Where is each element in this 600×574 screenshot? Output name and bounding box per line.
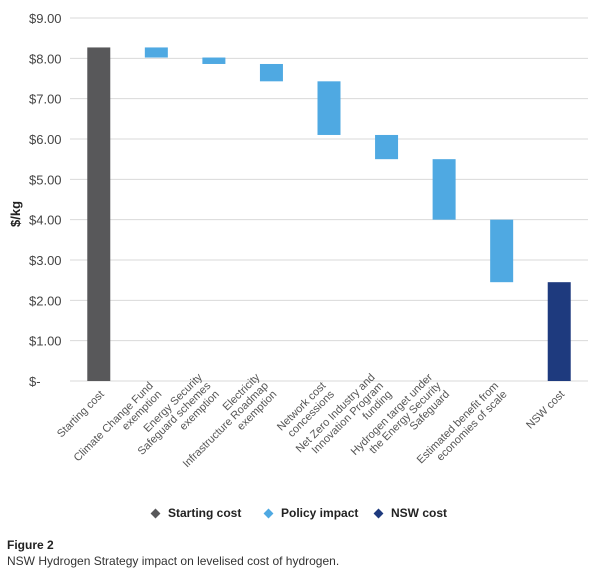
x-tick-label-line: NSW cost [524, 388, 567, 431]
y-tick-label: $4.00 [29, 213, 62, 228]
x-tick-label: NSW cost [524, 388, 567, 431]
y-tick-label: $9.00 [29, 11, 62, 26]
bar-starting-cost [87, 47, 111, 382]
y-tick-label: $1.00 [29, 334, 62, 349]
y-tick-label: $5.00 [29, 172, 62, 187]
y-tick-label: $7.00 [29, 92, 62, 107]
legend: Starting cost Policy impact NSW cost [0, 506, 600, 526]
legend-item-nsw-cost: NSW cost [373, 506, 448, 520]
legend-marker-starting-cost [150, 508, 161, 518]
y-tick-label: $8.00 [29, 51, 62, 66]
bars [87, 47, 571, 382]
y-axis-label: $/kg [8, 201, 23, 227]
bar-network-cost-concessions [317, 81, 341, 135]
legend-marker-policy-impact [263, 508, 274, 518]
y-axis: $- $1.00 $2.00 $3.00 $4.00 $5.00 $6.00 $7.00 $8.… [29, 11, 62, 389]
y-tick-label: $3.00 [29, 253, 62, 268]
grid-layer [70, 17, 588, 382]
bar-hydrogen-target-under-the-energy-security-safeguard [432, 159, 456, 220]
bar-nsw-cost [547, 282, 571, 381]
legend-label: NSW cost [391, 506, 448, 520]
y-tick-label: $6.00 [29, 132, 62, 147]
legend-item-policy-impact: Policy impact [263, 506, 359, 520]
waterfall-chart: $- $1.00 $2.00 $3.00 $4.00 $5.00 $6.00 $7.00 $8.… [8, 11, 588, 470]
bar-electricity-infrastructure-roadmap-exemption [259, 63, 283, 82]
figure-number: Figure 2 [7, 538, 54, 552]
y-tick-label: $2.00 [29, 293, 62, 308]
bar-climate-change-fund-exemption [144, 47, 168, 58]
figure-description: NSW Hydrogen Strategy impact on levelise… [7, 554, 340, 568]
y-tick-label: $- [29, 374, 41, 389]
legend-label: Starting cost [168, 506, 242, 520]
bar-estimated-benefit-from-economies-of-scale [490, 219, 514, 283]
bar-net-zero-industry-and-innovation-program-funding [375, 134, 399, 160]
bar-energy-security-safeguard-schemes-exemption [202, 57, 226, 64]
legend-marker-nsw-cost [373, 508, 384, 518]
figure-caption: Figure 2 NSW Hydrogen Strategy impact on… [7, 538, 339, 568]
legend-item-starting-cost: Starting cost [150, 506, 242, 520]
legend-label: Policy impact [281, 506, 359, 520]
